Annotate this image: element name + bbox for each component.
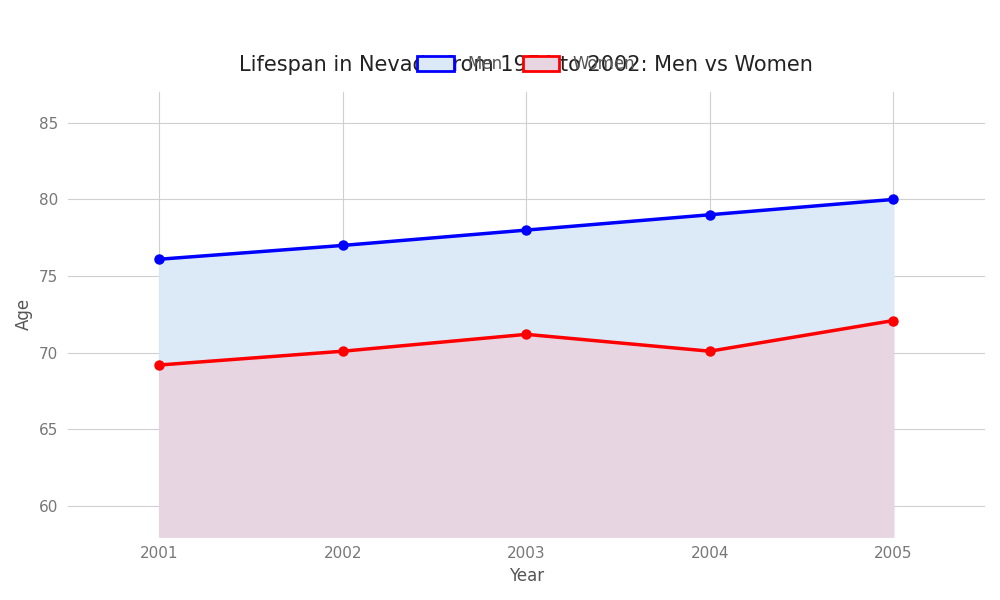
X-axis label: Year: Year xyxy=(509,567,544,585)
Y-axis label: Age: Age xyxy=(15,298,33,331)
Title: Lifespan in Nevada from 1974 to 2002: Men vs Women: Lifespan in Nevada from 1974 to 2002: Me… xyxy=(239,55,813,75)
Legend: Men, Women: Men, Women xyxy=(409,47,644,82)
